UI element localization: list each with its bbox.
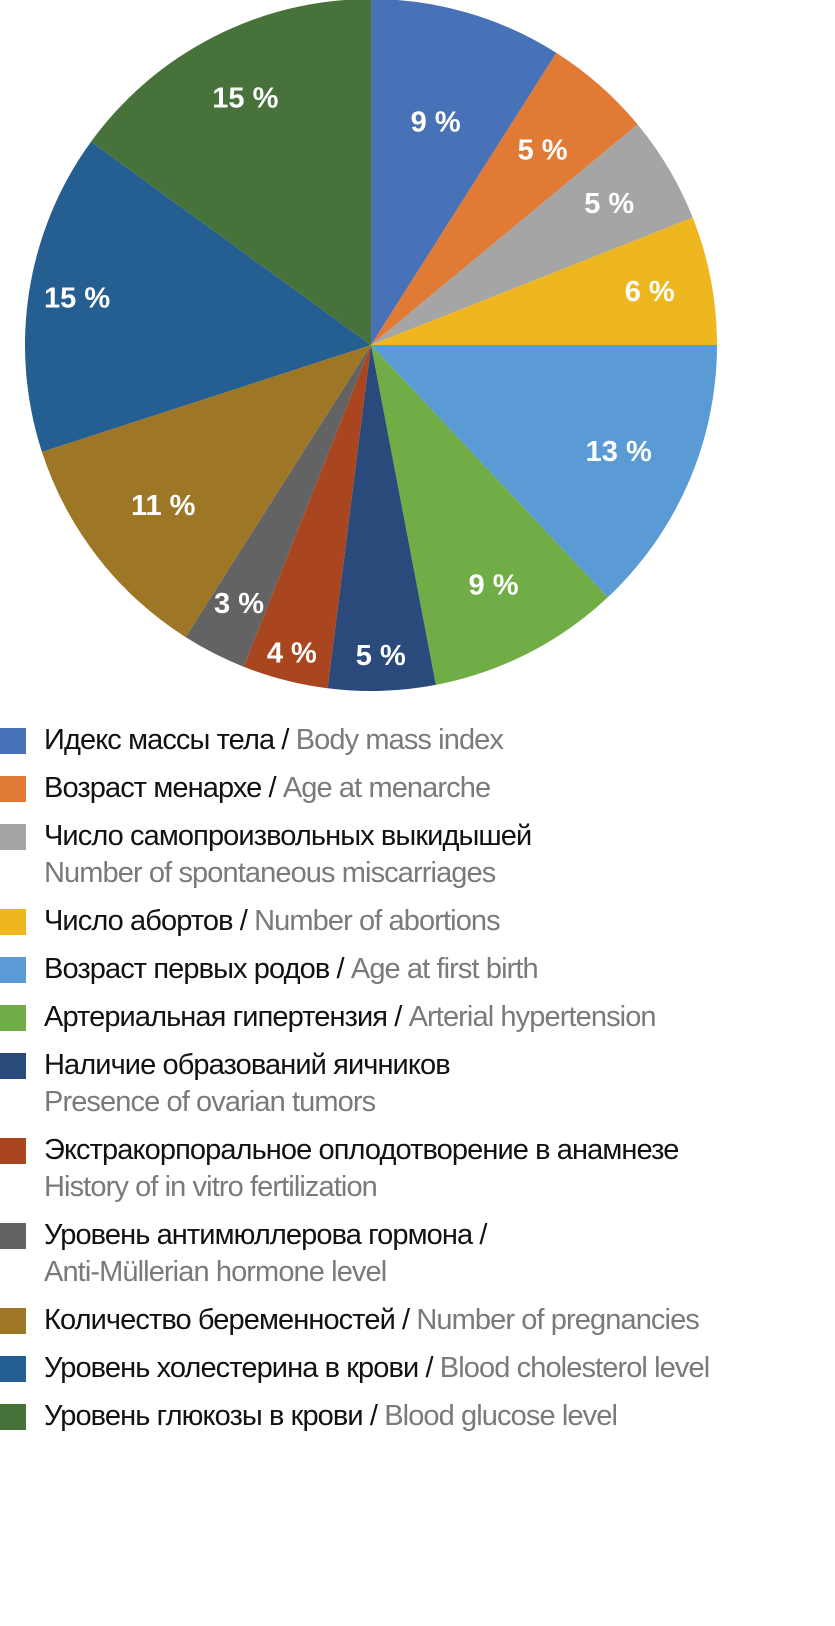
legend-label-en: Blood cholesterol level xyxy=(439,1352,710,1384)
pie-slice xyxy=(327,345,436,691)
legend-label-en: Presence of ovarian tumors xyxy=(44,1086,376,1118)
legend-label-en: Body mass index xyxy=(295,724,504,756)
legend-item: Уровень антимюллерова гормона / Anti-Müll… xyxy=(0,1217,835,1291)
legend-item: Возраст менархе / Age at menarche xyxy=(0,770,835,807)
legend-item: Уровень холестерина в крови / Blood chol… xyxy=(0,1350,835,1387)
legend-label-ru: Экстракорпоральное оплодотворение в анам… xyxy=(44,1134,679,1166)
legend-item: Артериальная гипертензия / Arterial hype… xyxy=(0,999,835,1036)
slice-data-label: 5 % xyxy=(518,134,568,166)
pie-slice xyxy=(185,345,371,667)
legend-swatch xyxy=(0,728,26,754)
legend-swatch xyxy=(0,1138,26,1164)
legend-item: Экстракорпоральное оплодотворение в анам… xyxy=(0,1132,835,1206)
pie-slice xyxy=(371,52,638,345)
slice-data-label: 5 % xyxy=(584,188,634,220)
pie-slice xyxy=(371,345,717,598)
pie-slice xyxy=(243,345,371,689)
legend-separator: / xyxy=(472,1219,487,1251)
legend-item: Число абортов / Number of abortions xyxy=(0,903,835,940)
legend-swatch xyxy=(0,1308,26,1334)
slice-data-label: 5 % xyxy=(356,640,406,672)
legend-label-en: Age at first birth xyxy=(350,953,539,985)
legend-label-en: Number of spontaneous miscarriages xyxy=(44,857,496,889)
legend-label-en: Number of pregnancies xyxy=(416,1304,699,1336)
legend-swatch xyxy=(0,957,26,983)
legend-swatch xyxy=(0,824,26,850)
slice-data-label: 9 % xyxy=(411,106,461,138)
legend-label-en: Blood glucose level xyxy=(384,1400,618,1432)
pie-slice xyxy=(91,0,371,345)
slice-data-label: 15 % xyxy=(44,282,110,314)
legend-label-ru: Количество беременностей xyxy=(44,1304,396,1336)
slice-data-label: 3 % xyxy=(214,588,264,620)
legend-label-ru: Уровень антимюллерова гормона xyxy=(44,1219,473,1251)
legend-label-en: Arterial hypertension xyxy=(408,1001,657,1033)
legend-separator: / xyxy=(418,1352,440,1384)
legend-separator: / xyxy=(274,724,296,756)
chart-legend: Идекс массы тела / Body mass index Возрас… xyxy=(0,722,835,1446)
legend-item: Идекс массы тела / Body mass index xyxy=(0,722,835,759)
legend-label-ru: Возраст менархе xyxy=(44,772,262,804)
legend-label-ru: Число самопроизвольных выкидышей xyxy=(44,820,532,852)
slice-data-label: 6 % xyxy=(625,276,675,308)
legend-swatch xyxy=(0,1005,26,1031)
slice-data-label: 9 % xyxy=(469,569,519,601)
legend-separator: / xyxy=(329,953,351,985)
legend-item: Возраст первых родов / Age at first birt… xyxy=(0,951,835,988)
slice-data-label: 13 % xyxy=(586,436,652,468)
legend-item: Уровень глюкозы в крови / Blood glucose … xyxy=(0,1398,835,1435)
pie-slice xyxy=(41,345,371,638)
pie-slice xyxy=(371,124,693,346)
legend-swatch xyxy=(0,1223,26,1249)
pie-slice xyxy=(371,217,717,345)
legend-swatch xyxy=(0,1404,26,1430)
legend-label-ru: Идекс массы тела xyxy=(44,724,275,756)
legend-item: Наличие образований яичников Presence of … xyxy=(0,1047,835,1121)
legend-separator: / xyxy=(362,1400,385,1432)
legend-label-ru: Наличие образований яичников xyxy=(44,1049,451,1081)
legend-label-ru: Артериальная гипертензия xyxy=(44,1001,388,1033)
legend-label-en: Anti-Müllerian hormone level xyxy=(44,1256,387,1288)
legend-label-ru: Уровень холестерина в крови xyxy=(44,1352,419,1384)
legend-separator: / xyxy=(394,1304,417,1336)
pie-chart: 9 % 5 % 5 % 6 % 13 % 9 % 5 % 4 %3 % 11 % 15 % 15 % xyxy=(24,0,717,691)
legend-label-en: Number of abortions xyxy=(254,905,501,937)
pie-slice xyxy=(24,141,371,452)
pie-slice xyxy=(371,0,557,345)
slice-data-label: 11 % xyxy=(131,490,196,522)
pie-slice xyxy=(371,345,608,685)
legend-label-ru: Возраст первых родов xyxy=(44,953,330,985)
legend-label-ru: Число абортов xyxy=(44,905,234,937)
legend-swatch xyxy=(0,1053,26,1079)
legend-swatch xyxy=(0,776,26,802)
legend-item: Число самопроизвольных выкидышей Number o… xyxy=(0,818,835,892)
slice-data-label: 4 % xyxy=(267,637,317,669)
legend-item: Количество беременностей / Number of pre… xyxy=(0,1302,835,1339)
legend-separator: / xyxy=(232,905,255,937)
legend-label-en: History of in vitro fertilization xyxy=(44,1171,378,1203)
legend-swatch xyxy=(0,1356,26,1382)
slice-data-label: 15 % xyxy=(212,82,278,114)
legend-label-en: Age at menarche xyxy=(282,772,491,804)
legend-separator: / xyxy=(387,1001,409,1033)
legend-swatch xyxy=(0,909,26,935)
legend-label-ru: Уровень глюкозы в крови xyxy=(44,1400,364,1432)
legend-separator: / xyxy=(261,772,283,804)
